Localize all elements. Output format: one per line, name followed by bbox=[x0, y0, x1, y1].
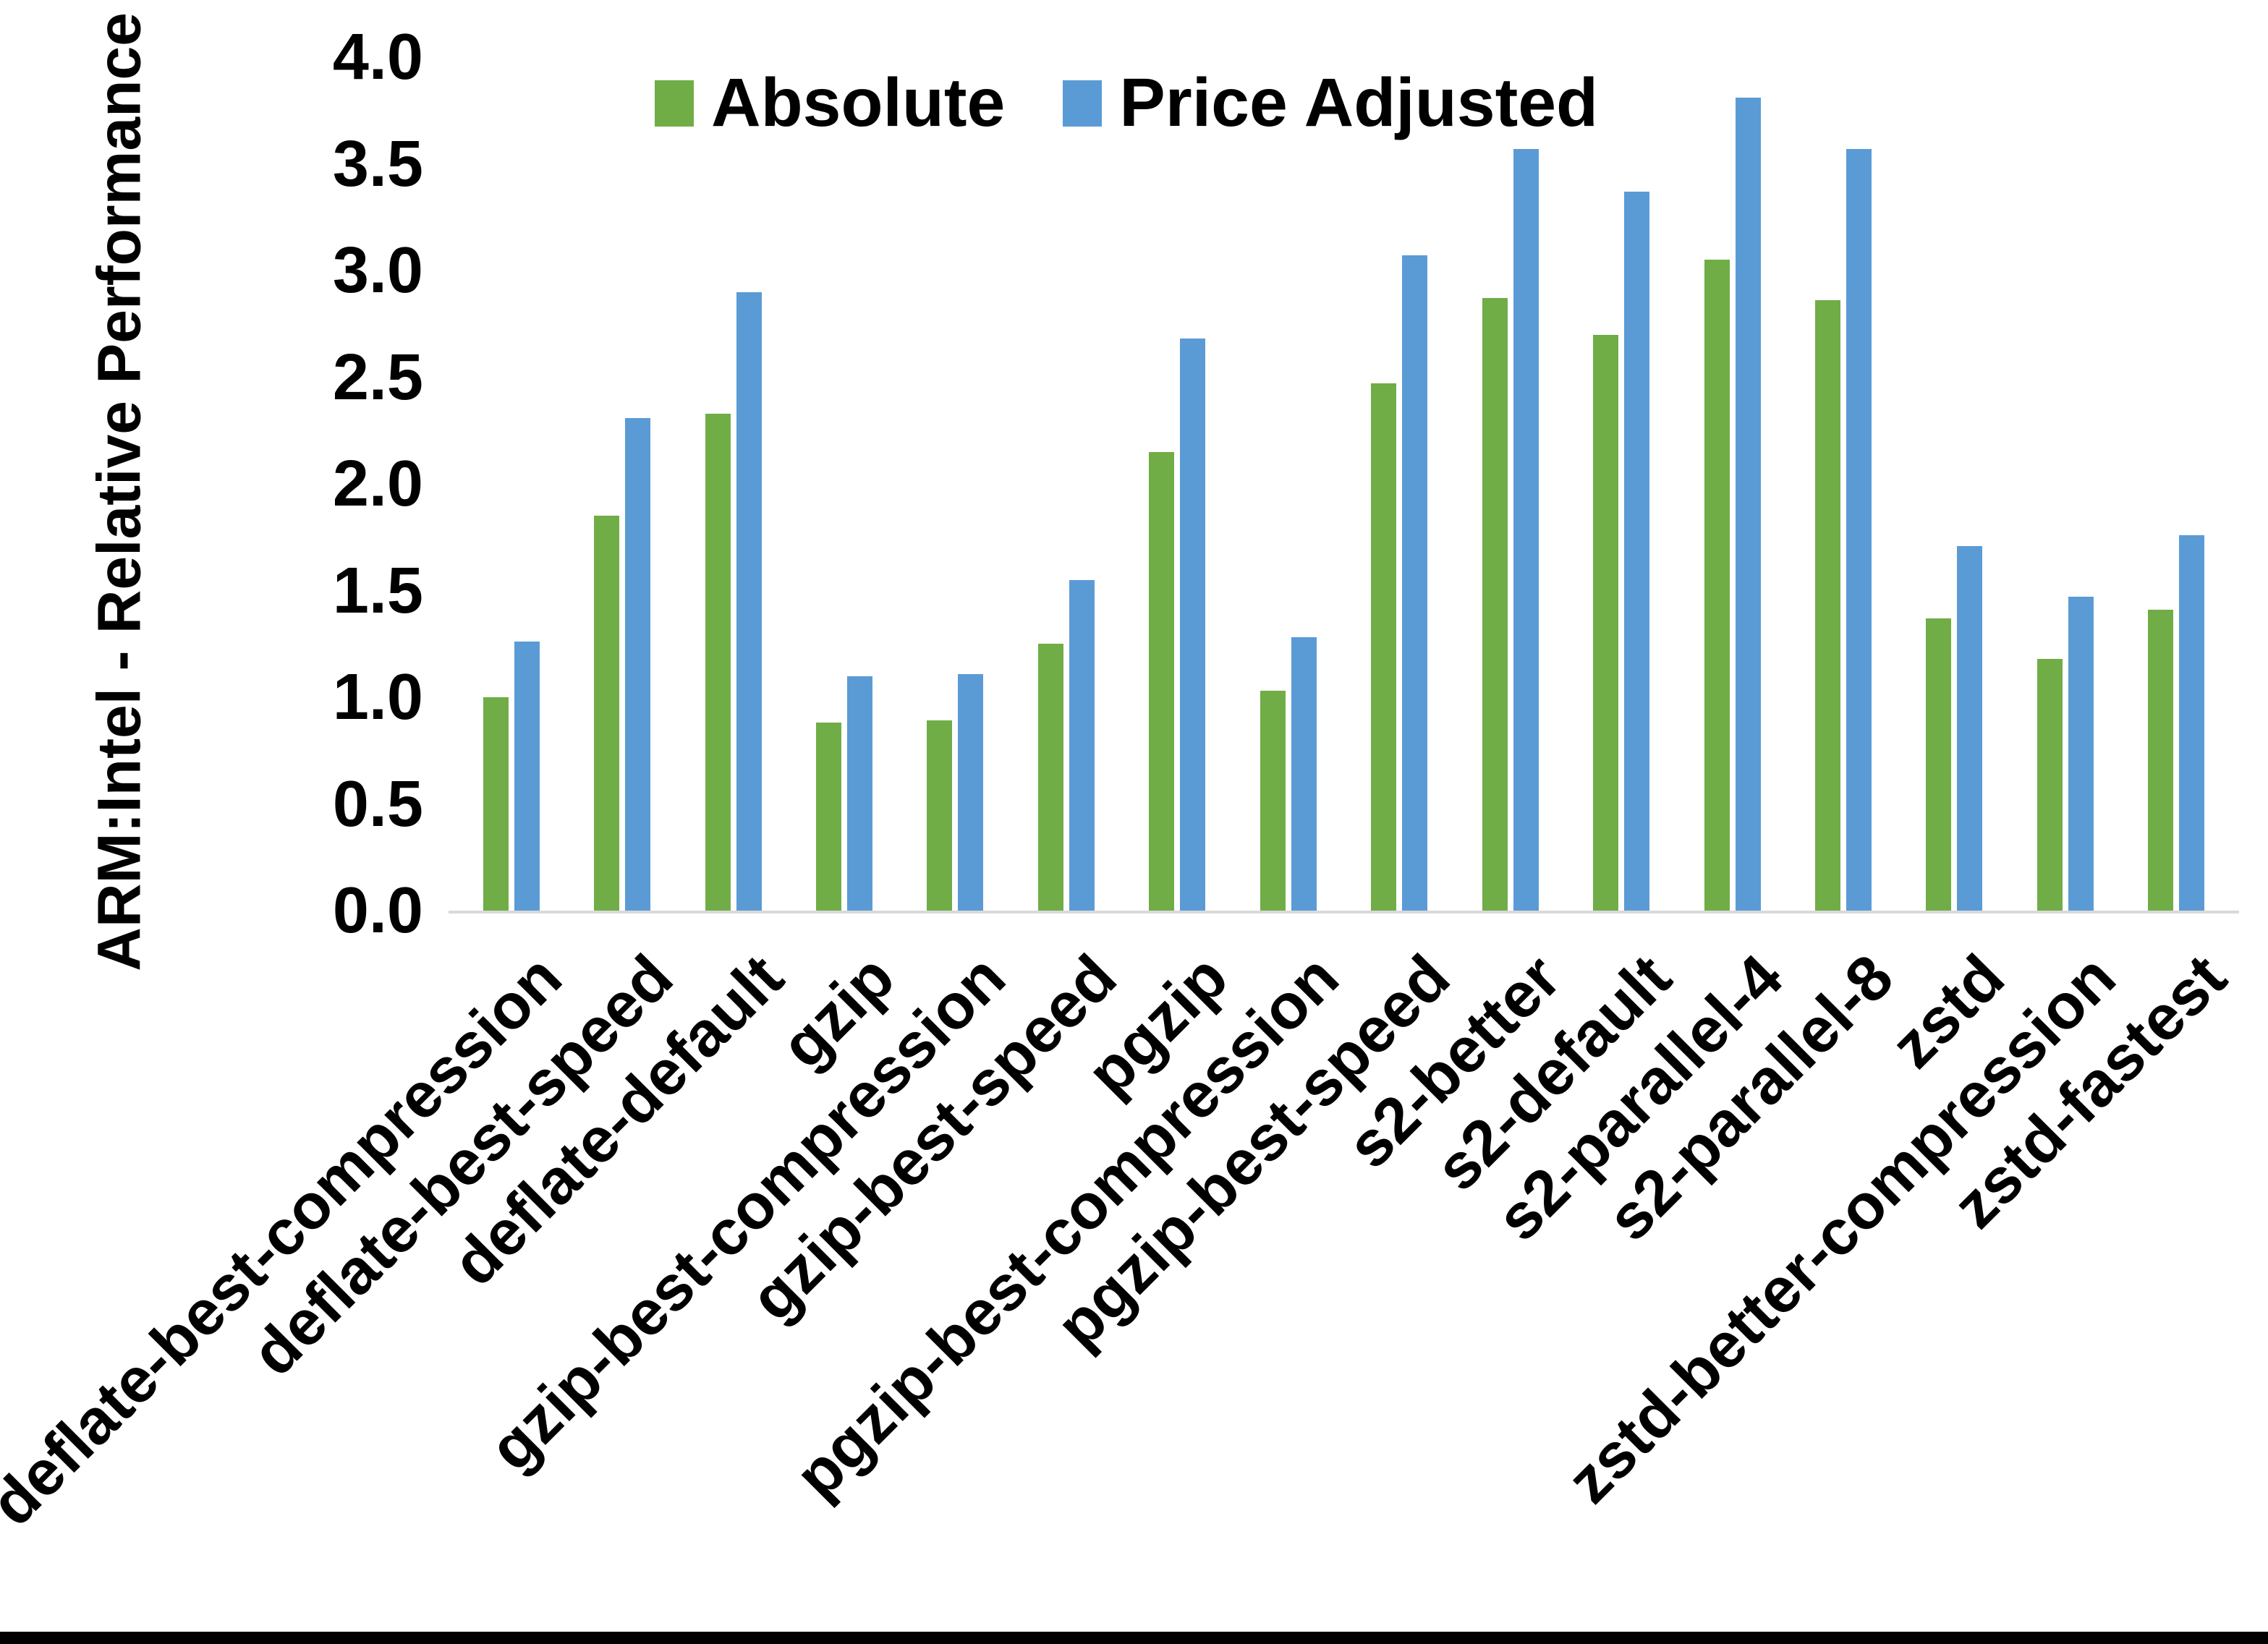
y-tick-label: 1.5 bbox=[332, 554, 423, 627]
legend-label-price-adjusted: Price Adjusted bbox=[1119, 64, 1599, 141]
bar-absolute bbox=[705, 413, 731, 911]
x-axis-line bbox=[449, 911, 2239, 913]
bar-price-adjusted bbox=[847, 676, 873, 911]
bar-absolute bbox=[483, 697, 509, 911]
bar-price-adjusted bbox=[1735, 98, 1761, 911]
bar-absolute bbox=[1149, 451, 1175, 911]
chart-legend: Absolute Price Adjusted bbox=[655, 69, 1598, 137]
bar-absolute bbox=[1926, 618, 1952, 911]
y-tick-label: 1.0 bbox=[332, 661, 423, 733]
bar-absolute bbox=[2148, 610, 2174, 911]
y-tick-label: 3.5 bbox=[332, 127, 423, 200]
legend-item-absolute: Absolute bbox=[655, 69, 1005, 137]
bar-price-adjusted bbox=[514, 642, 540, 911]
y-tick-label: 3.0 bbox=[332, 234, 423, 307]
bar-price-adjusted bbox=[625, 417, 651, 911]
bar-price-adjusted bbox=[1069, 579, 1095, 911]
bar-price-adjusted bbox=[2179, 534, 2205, 911]
bar-absolute bbox=[1593, 334, 1619, 911]
bar-absolute bbox=[1260, 691, 1286, 911]
bar-price-adjusted bbox=[1180, 338, 1206, 911]
bar-absolute bbox=[2036, 658, 2063, 911]
y-tick-label: 0.5 bbox=[332, 767, 423, 840]
bar-price-adjusted bbox=[1291, 637, 1317, 911]
bar-price-adjusted bbox=[2068, 597, 2094, 911]
bottom-border bbox=[0, 1632, 2268, 1644]
bar-absolute bbox=[1037, 644, 1063, 911]
bar-absolute bbox=[1814, 300, 1840, 911]
bar-absolute bbox=[927, 720, 953, 911]
bar-price-adjusted bbox=[958, 673, 984, 911]
bar-price-adjusted bbox=[1957, 545, 1983, 911]
bar-absolute bbox=[594, 516, 620, 911]
bar-price-adjusted bbox=[736, 291, 762, 911]
bar-price-adjusted bbox=[1513, 148, 1539, 911]
y-tick-label: 4.0 bbox=[332, 21, 423, 93]
y-tick-label: 2.0 bbox=[332, 448, 423, 520]
bar-price-adjusted bbox=[1402, 255, 1428, 911]
bar-absolute bbox=[1704, 260, 1730, 911]
y-tick-label: 0.0 bbox=[332, 874, 423, 947]
y-tick-label: 2.5 bbox=[332, 341, 423, 414]
bar-absolute bbox=[1371, 383, 1397, 911]
bar-absolute bbox=[816, 723, 842, 911]
legend-label-absolute: Absolute bbox=[711, 64, 1006, 141]
legend-item-price-adjusted: Price Adjusted bbox=[1063, 69, 1598, 137]
price-adjusted-series-swatch bbox=[1063, 80, 1103, 127]
bar-price-adjusted bbox=[1846, 148, 1872, 911]
bar-price-adjusted bbox=[1624, 191, 1650, 911]
bar-absolute bbox=[1482, 298, 1508, 911]
absolute-series-swatch bbox=[655, 80, 694, 127]
y-axis-title: ARM:Intel - Relative Performance bbox=[85, 12, 153, 971]
